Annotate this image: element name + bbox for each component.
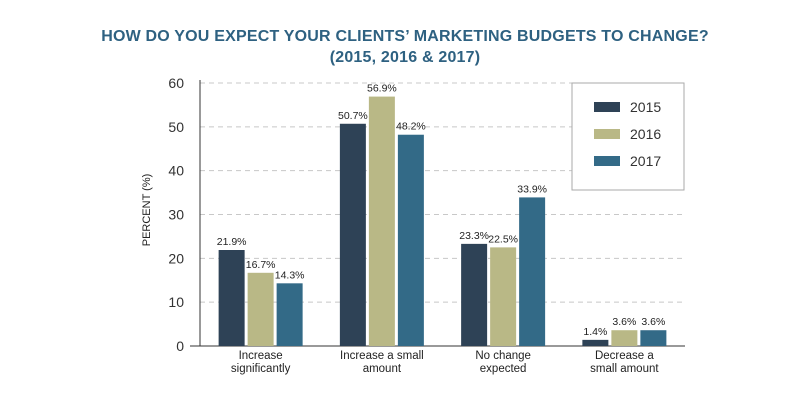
data-label: 23.3% bbox=[459, 230, 489, 242]
y-tick-label: 10 bbox=[168, 294, 184, 310]
bar-2015 bbox=[461, 243, 488, 346]
chart-title-block: HOW DO YOU EXPECT YOUR CLIENTS’ MARKETIN… bbox=[0, 26, 810, 68]
x-category-label: amount bbox=[363, 363, 402, 375]
data-label: 16.7% bbox=[246, 259, 276, 271]
data-label: 50.7% bbox=[338, 110, 368, 122]
chart-title: HOW DO YOU EXPECT YOUR CLIENTS’ MARKETIN… bbox=[101, 28, 709, 45]
legend-label: 2016 bbox=[630, 126, 661, 142]
x-category-label: No change bbox=[475, 350, 531, 362]
data-label: 22.5% bbox=[488, 233, 518, 245]
bar-2015 bbox=[582, 339, 609, 346]
y-tick-label: 20 bbox=[168, 250, 184, 266]
y-tick-label: 0 bbox=[176, 338, 184, 354]
x-category-label: Decrease a bbox=[595, 350, 654, 362]
legend-swatch-2015 bbox=[594, 102, 620, 112]
x-category-label: significantly bbox=[231, 363, 291, 375]
legend-label: 2017 bbox=[630, 153, 661, 169]
bar-2016 bbox=[368, 96, 395, 346]
bar-2016 bbox=[611, 330, 638, 346]
legend-label: 2015 bbox=[630, 99, 661, 115]
bar-2015 bbox=[218, 250, 245, 346]
legend-box bbox=[571, 82, 685, 191]
data-label: 3.6% bbox=[641, 316, 665, 328]
data-label: 14.3% bbox=[275, 269, 305, 281]
y-tick-label: 60 bbox=[168, 75, 184, 91]
y-tick-label: 40 bbox=[168, 163, 184, 179]
y-tick-label: 30 bbox=[168, 207, 184, 223]
bar-2017 bbox=[397, 134, 424, 346]
bar-2016 bbox=[247, 272, 274, 346]
data-label: 3.6% bbox=[612, 316, 636, 328]
y-axis-title: PERCENT (%) bbox=[141, 174, 153, 247]
x-category-label: Increase bbox=[239, 350, 283, 362]
bar-2016 bbox=[490, 247, 517, 346]
data-label: 56.9% bbox=[367, 83, 397, 95]
x-category-label: Increase a small bbox=[340, 350, 424, 362]
data-label: 21.9% bbox=[217, 236, 247, 248]
legend-swatch-2016 bbox=[594, 129, 620, 139]
bar-2017 bbox=[640, 330, 667, 346]
chart-subtitle: (2015, 2016 & 2017) bbox=[329, 49, 481, 66]
x-category-label: expected bbox=[480, 363, 527, 375]
data-label: 1.4% bbox=[583, 326, 607, 338]
bar-2015 bbox=[339, 123, 366, 346]
data-label: 48.2% bbox=[396, 121, 426, 133]
bar-2017 bbox=[519, 197, 546, 346]
y-tick-label: 50 bbox=[168, 119, 184, 135]
legend-swatch-2017 bbox=[594, 156, 620, 166]
bar-2017 bbox=[276, 283, 303, 346]
x-category-label: small amount bbox=[590, 363, 659, 375]
data-label: 33.9% bbox=[517, 183, 547, 195]
